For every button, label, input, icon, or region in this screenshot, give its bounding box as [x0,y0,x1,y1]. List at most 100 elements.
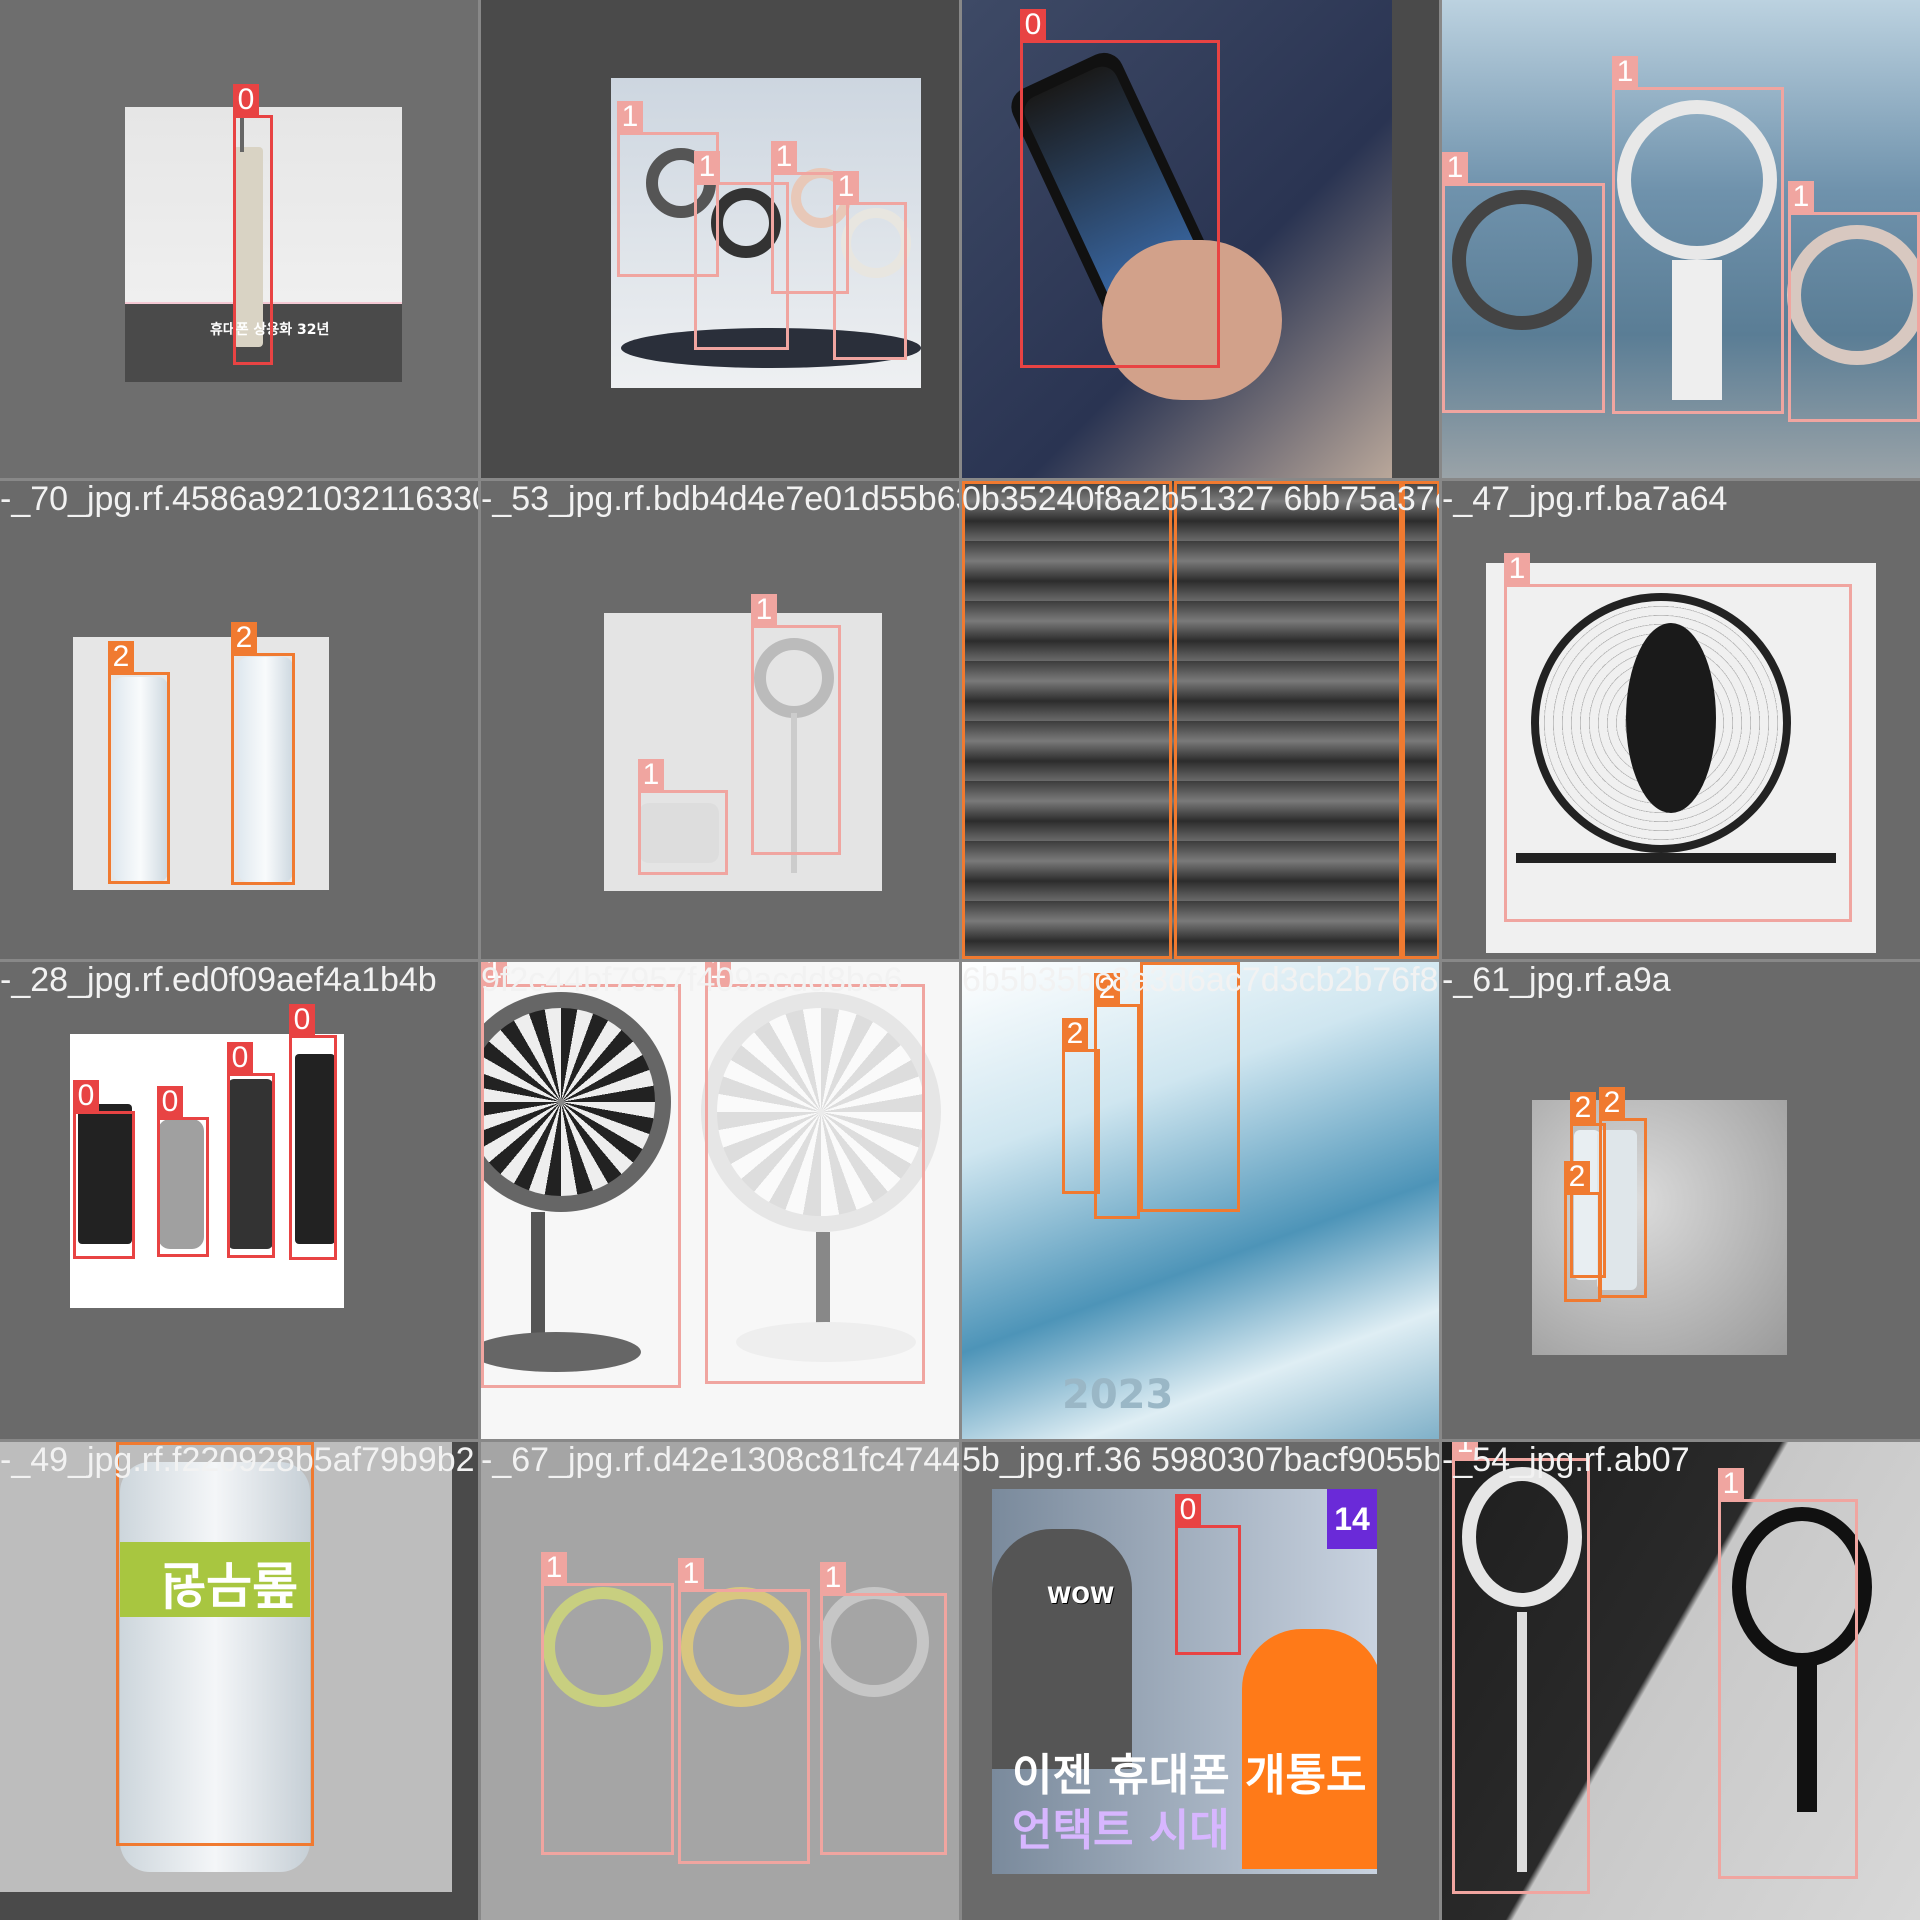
class-label: 0 [233,84,259,116]
class-label: 1 [751,594,777,626]
bbox: 2 [1402,481,1440,959]
class-label: 1 [1788,181,1814,213]
tile-image: 14 WOW 이젠 휴대폰 개통도 언택트 시대 [992,1489,1377,1874]
bbox: 1 [1504,553,1852,922]
tile-image [481,1442,959,1920]
water-bottle [1574,1130,1600,1280]
image-filename: 6b5b35bc8a3d6ac7d3cb2b76f8335f1f9a2182c1… [962,962,1440,999]
class-label: 1 [1442,152,1468,184]
bbox: 1 [705,962,925,1384]
wow-text: WOW [1047,1584,1115,1609]
fan-base [736,1322,916,1362]
presenter [1242,1629,1377,1869]
bbox: 1 [541,1552,674,1855]
phone [78,1104,132,1244]
grid-line [0,959,1920,962]
bbox: 2 [116,1442,314,1846]
bbox: 1 [481,962,681,1388]
phone [228,1079,273,1249]
bbox: 2 [962,481,1172,959]
fan-blade [1626,623,1716,813]
class-label: 1 [771,141,797,173]
phone [295,1054,335,1244]
tile-image [1486,563,1876,953]
tile-image [604,613,882,891]
tile-14: 14 WOW 이젠 휴대폰 개통도 언택트 시대 5b_jpg.rf.36 59… [962,1442,1440,1920]
class-label: 0 [289,1004,315,1036]
class-label: 0 [227,1042,253,1074]
bbox: 1 [833,171,907,360]
image-filename: -_53_jpg.rf.bdb4d4e7e01d55b6345e98c3 7 [481,481,959,518]
tile-image [962,0,1392,478]
tile-image: 휴대폰 상용화 32년 [125,107,402,382]
class-label: 1 [481,962,507,985]
water-bottle [120,1462,310,1872]
bbox: 0 [1020,9,1220,368]
class-label: 0 [73,1080,99,1112]
class-label: 1 [694,151,720,183]
bbox: 0 [73,1080,135,1259]
class-label: 0 [1175,1494,1201,1526]
tile-11: -_61_jpg.rf.a9a 2 2 2 [1442,962,1920,1440]
bbox: 0 [227,1042,275,1258]
presenter [992,1529,1132,1769]
caption-text: 휴대폰 상용화 32년 [210,322,330,338]
bbox: 1 [771,141,849,294]
retro-phone [233,147,263,347]
headline-text: 언택트 시대 [1012,1805,1230,1856]
class-label: 2 [1174,481,1200,482]
phone [158,1119,204,1249]
bottle-label [120,1542,310,1617]
image-filename: 9f2c44bf7957f409acdd8be6 [481,962,903,999]
class-label: 1 [820,1562,846,1594]
tile-image [1532,1100,1787,1355]
tile-13: -_67_jpg.rf.d42e1308c81fc474426 1 1 1 [481,1442,959,1920]
fan-stand [1672,260,1722,400]
class-label: 2 [1599,1087,1625,1119]
tile-5: -_53_jpg.rf.bdb4d4e7e01d55b6345e98c3 7 1… [481,481,959,959]
class-label: 2 [1140,962,1166,963]
bbox: 2 [1140,962,1240,1212]
fan-base [639,803,719,863]
image-filename: 5b_jpg.rf.36 5980307bacf9055b0a75 f5778f… [962,1442,1440,1479]
bbox: 1 [617,101,719,277]
fan-stand [791,713,797,873]
phone-antenna [240,107,244,152]
grid-line [0,1439,1920,1442]
class-label: 0 [157,1086,183,1118]
bbox: 1 [1442,152,1605,413]
bbox: 2 [108,641,170,884]
badge: 14 [1327,1489,1377,1549]
fan-frame [1516,853,1836,863]
tile-image: 2023 [962,962,1440,1440]
bbox: 0 [289,1004,337,1260]
class-label: 1 [1452,1442,1478,1459]
bbox: 1 [1612,56,1784,414]
bbox: 1 [1788,181,1920,422]
image-filename: 0b35240f8a2b51327 6bb75a37eeacaf29d13 [962,481,1440,518]
class-label: 1 [1612,56,1638,88]
image-filename: -_47_jpg.rf.ba7a64 [1442,481,1728,518]
water-bottle [113,677,168,882]
bbox: 2 [1570,1092,1606,1278]
class-label: 2 [116,1442,142,1443]
tile-8: -_28_jpg.rf.ed0f09aef4a1b4b 0 0 0 0 [0,962,478,1440]
tile-image [611,78,921,388]
image-filename: -_49_jpg.rf.f220928b5af79b9b2 [0,1442,475,1479]
tile-0: 휴대폰 상용화 32년 0 [0,0,478,478]
class-label: 1 [705,962,731,985]
tile-image [481,962,959,1440]
tile-3: 1 1 1 [1442,0,1920,478]
dark-banner [125,302,402,382]
class-label: 1 [1718,1468,1744,1500]
tile-2: 0 [962,0,1440,478]
fan-stand [1517,1612,1527,1872]
bbox: 1 [1452,1442,1590,1894]
class-label: 0 [1020,9,1046,41]
image-filename: -_54_jpg.rf.ab07 [1442,1442,1690,1479]
tile-15: -_54_jpg.rf.ab07 1 1 [1442,1442,1920,1920]
bbox: 2 [1599,1087,1647,1298]
image-filename: -_70_jpg.rf.4586a9210321163302778 5fb4de [0,481,478,518]
bbox: 1 [678,1558,810,1864]
